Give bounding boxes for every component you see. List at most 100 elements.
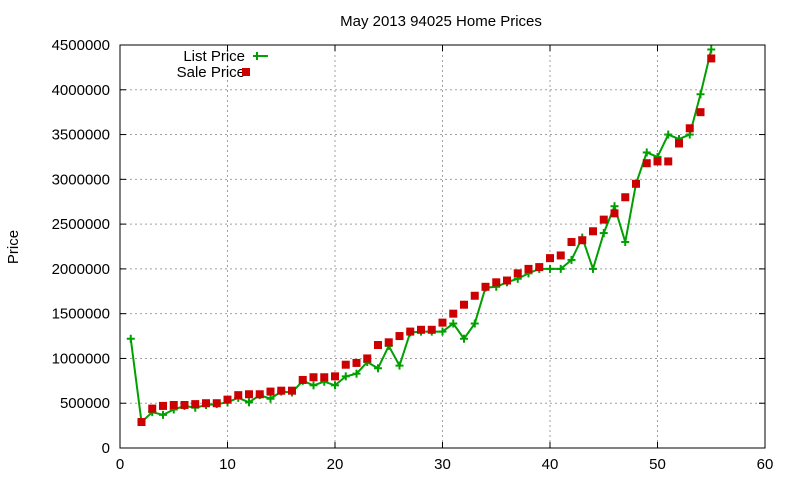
x-tick-label: 10 <box>219 456 236 473</box>
y-tick-label: 2000000 <box>52 261 110 278</box>
sale-price-point <box>234 391 243 400</box>
sale-price-point <box>546 254 554 263</box>
sale-price-point <box>675 139 683 148</box>
y-tick-label: 1500000 <box>52 306 110 323</box>
y-tick-label: 3500000 <box>52 127 110 144</box>
list-price-point <box>438 327 447 336</box>
sale-price-point <box>363 354 372 363</box>
sale-price-point <box>148 404 157 413</box>
sale-price-point <box>599 215 608 224</box>
sale-price-point <box>438 318 447 327</box>
sale-price-point <box>449 309 458 318</box>
sale-price-point <box>653 157 662 166</box>
sale-price-point <box>255 390 264 399</box>
sale-price-point <box>427 325 436 334</box>
y-tick-label: 500000 <box>60 395 110 412</box>
legend-label-sale-price: Sale Price <box>177 64 245 81</box>
sale-price-point <box>137 418 146 427</box>
chart-title: May 2013 94025 Home Prices <box>340 13 542 30</box>
y-tick-label: 1000000 <box>52 350 110 367</box>
sale-price-point <box>395 332 404 341</box>
sale-price-point <box>632 179 640 188</box>
list-price-point <box>374 364 382 373</box>
sale-price-point <box>202 399 210 408</box>
list-price-point <box>331 381 339 390</box>
list-price-point <box>696 90 705 99</box>
sale-price-point <box>417 325 425 334</box>
sale-price-point <box>685 124 694 133</box>
list-price-point <box>395 361 404 370</box>
list-price-point <box>546 264 554 273</box>
list-price-point <box>556 264 565 273</box>
list-price-point <box>449 319 458 328</box>
sale-price-point <box>664 157 673 166</box>
sale-price-point <box>406 327 415 336</box>
sale-price-point <box>470 291 479 300</box>
list-price-point <box>341 372 350 381</box>
y-tick-label: 0 <box>102 440 110 457</box>
x-tick-label: 50 <box>649 456 666 473</box>
y-tick-label: 4000000 <box>52 82 110 99</box>
legend-swatch-list-marker <box>253 52 261 60</box>
y-tick-label: 3000000 <box>52 171 110 188</box>
sale-price-point <box>309 373 318 382</box>
x-tick-label: 40 <box>542 456 559 473</box>
sale-price-point <box>610 209 619 218</box>
list-price-point <box>352 369 361 378</box>
sale-price-point <box>589 227 597 236</box>
sale-price-point <box>374 341 382 350</box>
grid-lines <box>120 45 765 448</box>
sale-price-point <box>180 401 189 410</box>
sale-price-point <box>169 401 178 410</box>
list-price-point <box>621 238 630 247</box>
sale-price-point <box>384 338 393 347</box>
sale-price-point <box>707 54 716 63</box>
sale-price-point <box>212 399 221 408</box>
list-price-point <box>126 334 135 343</box>
x-tick-label: 0 <box>116 456 124 473</box>
list-price-point <box>470 319 479 328</box>
sale-price-point <box>245 390 253 399</box>
sale-price-point <box>513 269 522 278</box>
list-price-point <box>266 394 275 403</box>
x-tick-label: 60 <box>757 456 774 473</box>
sale-price-point <box>341 360 350 369</box>
x-tick-label: 20 <box>327 456 344 473</box>
sale-price-point <box>320 373 329 382</box>
sale-price-point <box>223 395 232 404</box>
sale-price-point <box>191 400 200 409</box>
sale-price-point <box>492 278 501 287</box>
sale-price-point <box>696 108 705 117</box>
sale-price-point <box>524 264 533 273</box>
sale-price-point <box>288 386 296 395</box>
list-price-point <box>599 229 608 238</box>
y-axis-label: Price <box>5 230 22 264</box>
sale-price-point <box>460 300 468 309</box>
sale-price-point <box>331 372 339 381</box>
y-tick-label: 4500000 <box>52 37 110 54</box>
sale-price-point <box>159 401 167 410</box>
sale-price-point <box>567 238 576 247</box>
list-price-line <box>129 49 713 425</box>
sale-price-point <box>535 263 544 272</box>
axes <box>119 44 766 449</box>
sale-price-point <box>298 375 307 384</box>
list-price-point <box>159 410 167 419</box>
list-price-point <box>664 130 673 139</box>
tick-labels: 0 10 20 30 40 50 60 0 500000 1000000 1500000 200000… <box>52 37 774 473</box>
list-price-point <box>610 202 619 211</box>
sale-price-point <box>481 282 490 291</box>
list-price-point <box>707 45 716 54</box>
list-price-point <box>309 381 318 390</box>
y-tick-label: 2500000 <box>52 216 110 233</box>
sale-price-point <box>503 276 511 285</box>
list-price-point <box>245 398 253 407</box>
sale-price-point <box>642 159 651 168</box>
sale-price-point <box>621 193 630 202</box>
legend-swatch-sale-marker <box>242 68 250 76</box>
sale-price-point <box>578 236 587 245</box>
sale-price-point <box>277 386 286 395</box>
